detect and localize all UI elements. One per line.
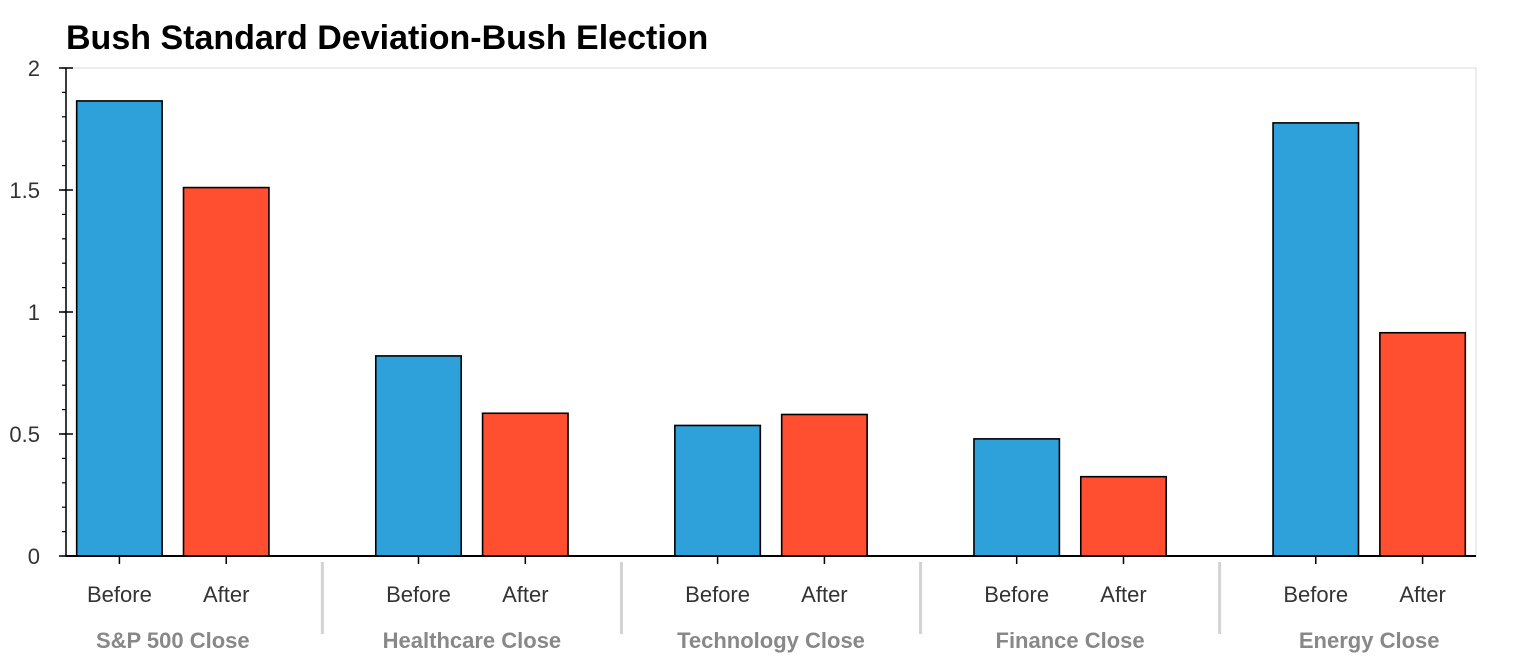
y-tick-label: 1: [28, 300, 40, 325]
y-tick-label: 0: [28, 544, 40, 569]
y-tick-label: 1.5: [9, 178, 40, 203]
y-tick-label: 2: [28, 56, 40, 81]
bar-healthcare-close-after: [481, 412, 569, 557]
x-group-label-technology-close: Technology Close: [677, 628, 865, 653]
bar-energy-close-before: [1272, 122, 1360, 557]
x-sublabel-healthcare-close-after: After: [502, 582, 548, 607]
y-tick-label: 0.5: [9, 422, 40, 447]
x-sublabel-finance-close-after: After: [1100, 582, 1146, 607]
x-sublabel-s-p-500-close-after: After: [203, 582, 249, 607]
bar-healthcare-close-before: [374, 355, 463, 557]
bars: [75, 100, 1467, 557]
labels: Before After S&P 500 Close Before After Healt…: [9, 56, 1445, 653]
x-sublabel-energy-close-after: After: [1399, 582, 1445, 607]
x-sublabel-healthcare-close-before: Before: [386, 582, 451, 607]
bar-technology-close-after: [780, 413, 868, 557]
x-sublabel-technology-close-before: Before: [685, 582, 750, 607]
x-sublabel-technology-close-after: After: [801, 582, 847, 607]
bar-s-p-500-close-after: [182, 186, 270, 557]
bar-technology-close-before: [674, 424, 762, 557]
x-sublabel-energy-close-before: Before: [1283, 582, 1348, 607]
x-group-label-energy-close: Energy Close: [1299, 628, 1440, 653]
bar-finance-close-after: [1079, 475, 1168, 557]
plot-frame: [65, 67, 1477, 557]
bar-s-p-500-close-before: [75, 100, 163, 557]
x-group-label-finance-close: Finance Close: [996, 628, 1145, 653]
axes: [59, 67, 1476, 634]
x-group-label-s-p-500-close: S&P 500 Close: [96, 628, 250, 653]
bar-finance-close-before: [973, 438, 1061, 557]
chart-title: Bush Standard Deviation-Bush Election: [66, 19, 709, 57]
bar-energy-close-after: [1379, 331, 1467, 557]
x-sublabel-s-p-500-close-before: Before: [87, 582, 152, 607]
x-sublabel-finance-close-before: Before: [984, 582, 1049, 607]
x-group-label-healthcare-close: Healthcare Close: [383, 628, 562, 653]
